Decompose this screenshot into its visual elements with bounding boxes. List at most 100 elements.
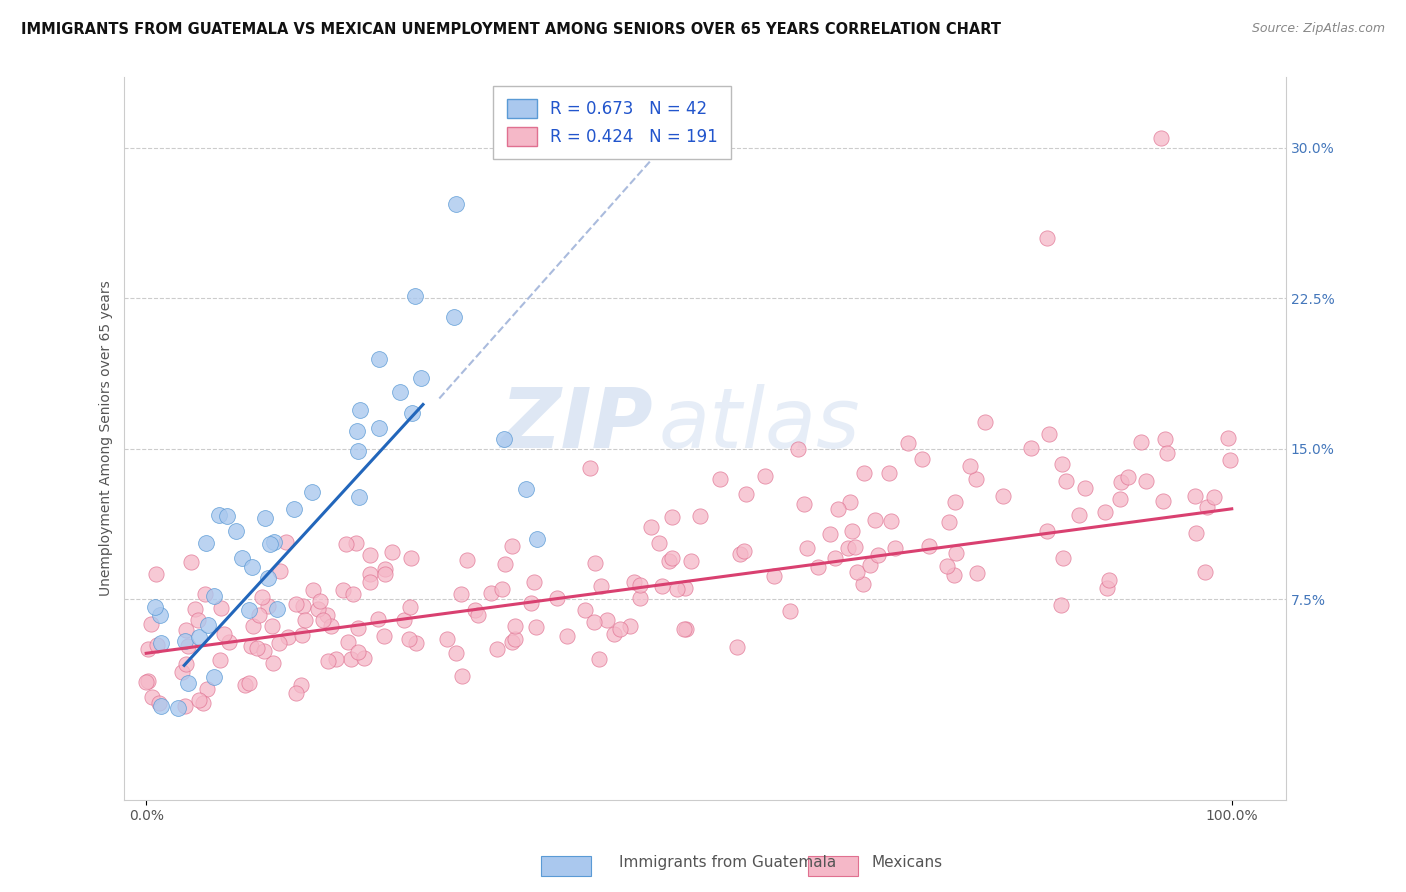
Point <box>579 461 602 475</box>
Point <box>974 415 997 429</box>
Text: atlas: atlas <box>659 384 860 465</box>
Text: Mexicans: Mexicans <box>872 855 943 870</box>
Point <box>897 435 920 450</box>
Point <box>1152 493 1174 508</box>
Point <box>846 565 869 579</box>
Point <box>546 591 568 605</box>
Point <box>868 548 890 562</box>
Point <box>725 640 748 655</box>
Point <box>342 587 364 601</box>
Point <box>235 678 257 692</box>
Point <box>269 565 291 579</box>
Point <box>360 574 382 589</box>
Point <box>266 601 288 615</box>
Point <box>943 567 966 582</box>
Point <box>1156 445 1178 459</box>
Point <box>1050 457 1073 471</box>
Point <box>754 469 776 483</box>
Point <box>301 484 323 499</box>
Point <box>827 501 849 516</box>
Point <box>991 489 1014 503</box>
Point <box>143 600 166 615</box>
Point <box>1049 598 1071 612</box>
Point <box>146 638 169 652</box>
Point <box>392 613 415 627</box>
Point <box>225 524 247 539</box>
Point <box>519 596 541 610</box>
Point <box>242 619 264 633</box>
Point <box>347 621 370 635</box>
Point <box>209 601 232 615</box>
Y-axis label: Unemployment Among Seniors over 65 years: Unemployment Among Seniors over 65 years <box>100 281 114 597</box>
Point <box>675 622 697 636</box>
Point <box>1129 435 1152 450</box>
Point <box>238 676 260 690</box>
Point <box>1054 474 1077 488</box>
Point <box>844 541 866 555</box>
Point <box>501 539 523 553</box>
Point <box>238 603 260 617</box>
Point <box>174 633 197 648</box>
Point <box>309 593 332 607</box>
Point <box>174 657 197 671</box>
Point <box>443 310 465 325</box>
Point <box>672 622 695 636</box>
Point <box>628 578 651 592</box>
Point <box>149 608 172 623</box>
Text: Source: ZipAtlas.com: Source: ZipAtlas.com <box>1251 22 1385 36</box>
Point <box>640 520 662 534</box>
Point <box>1150 130 1173 145</box>
Point <box>494 432 516 446</box>
Point <box>176 623 198 637</box>
Point <box>588 652 610 666</box>
Point <box>347 490 370 504</box>
Point <box>486 642 509 657</box>
Point <box>918 539 941 553</box>
Point <box>1154 433 1177 447</box>
Point <box>501 635 523 649</box>
Point <box>779 604 801 618</box>
Point <box>335 537 357 551</box>
Point <box>148 697 170 711</box>
Point <box>1094 505 1116 519</box>
Point <box>824 551 846 566</box>
Point <box>1184 489 1206 503</box>
Point <box>359 548 381 562</box>
Point <box>346 444 368 458</box>
Point <box>195 681 218 696</box>
Point <box>283 502 305 516</box>
Point <box>589 579 612 593</box>
Point <box>149 698 172 713</box>
Point <box>1218 431 1240 445</box>
Point <box>1036 524 1059 538</box>
Point <box>444 646 467 660</box>
Point <box>619 619 641 633</box>
Point <box>965 472 987 486</box>
Point <box>456 553 478 567</box>
Point <box>436 632 458 646</box>
Point <box>202 670 225 684</box>
Point <box>628 591 651 605</box>
Point <box>389 384 412 399</box>
Point <box>733 544 755 558</box>
Point <box>837 541 859 555</box>
Point <box>325 651 347 665</box>
Point <box>786 442 808 456</box>
Point <box>852 577 875 591</box>
Point <box>464 602 486 616</box>
Point <box>367 421 389 435</box>
Point <box>262 656 284 670</box>
Text: Immigrants from Guatemala: Immigrants from Guatemala <box>619 855 837 870</box>
Point <box>274 534 297 549</box>
Point <box>523 574 546 589</box>
Point <box>374 562 396 576</box>
Point <box>793 497 815 511</box>
Point <box>1184 525 1206 540</box>
Point <box>254 511 277 525</box>
Point <box>263 535 285 549</box>
Point <box>202 589 225 603</box>
Point <box>661 551 683 566</box>
Point <box>267 636 290 650</box>
Point <box>959 458 981 473</box>
Point <box>877 466 900 480</box>
